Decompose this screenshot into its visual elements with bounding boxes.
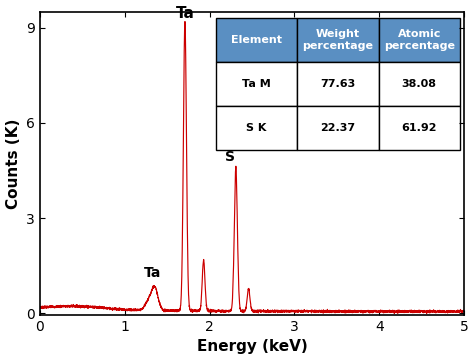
Text: Ta: Ta	[175, 6, 194, 21]
Text: Ta: Ta	[144, 266, 161, 280]
Text: S: S	[225, 150, 235, 164]
Y-axis label: Counts (K): Counts (K)	[6, 118, 20, 209]
X-axis label: Energy (keV): Energy (keV)	[197, 339, 307, 355]
